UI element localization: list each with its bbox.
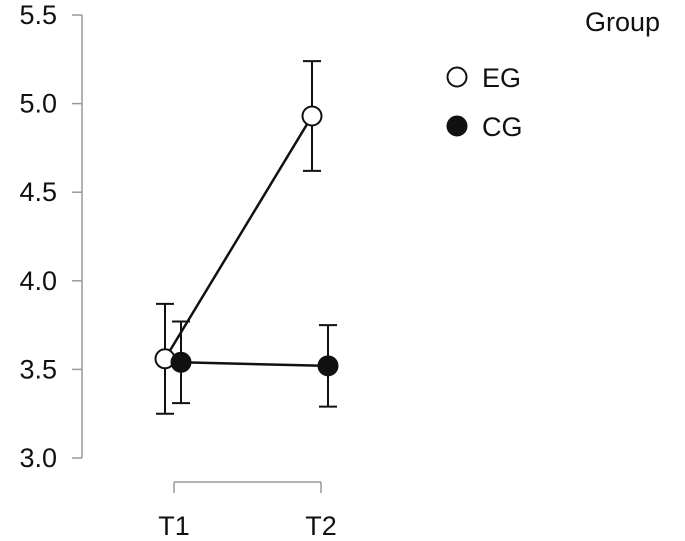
y-axis: 3.0 3.5 4.0 4.5 5.0 5.5 — [19, 0, 83, 473]
series-line-eg — [163, 115, 314, 360]
legend-label-cg: CG — [482, 112, 523, 142]
data-point-eg — [301, 105, 323, 127]
y-tick-label: 4.0 — [19, 266, 57, 296]
y-tick-label: 4.5 — [19, 177, 57, 207]
legend-title: Group — [585, 7, 660, 37]
x-axis: T1 T2 — [158, 481, 337, 541]
legend: Group EG CG — [446, 7, 660, 142]
legend-label-eg: EG — [482, 63, 521, 93]
y-tick-label: 5.0 — [19, 89, 57, 119]
legend-marker-cg — [446, 115, 468, 137]
x-tick-label: T1 — [158, 511, 190, 541]
series-line-cg — [180, 361, 329, 368]
legend-marker-eg — [446, 66, 468, 88]
y-tick-label: 3.0 — [19, 443, 57, 473]
data-point-cg — [317, 355, 339, 377]
y-tick-label: 5.5 — [19, 0, 57, 30]
plot-series — [154, 60, 339, 415]
x-tick-label: T2 — [305, 511, 337, 541]
data-point-cg — [170, 351, 192, 373]
y-tick-label: 3.5 — [19, 354, 57, 384]
